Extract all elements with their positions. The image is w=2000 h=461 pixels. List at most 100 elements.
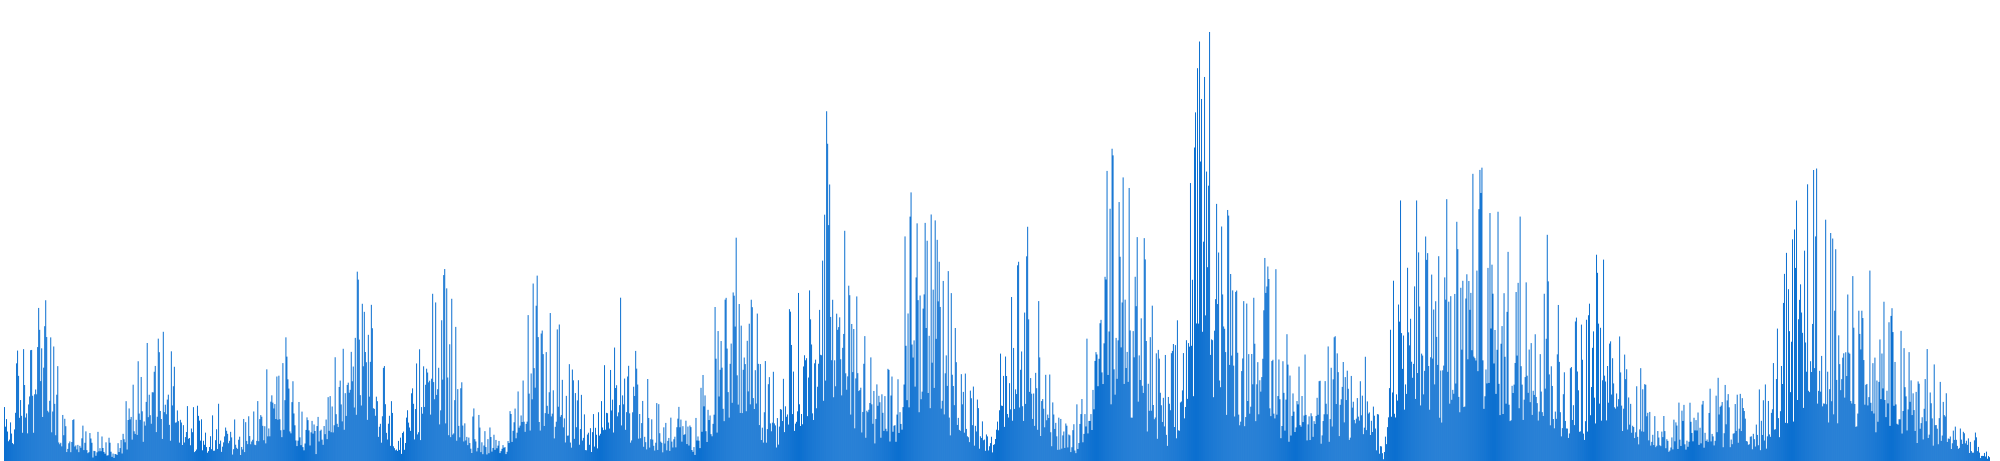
bar bbox=[300, 445, 302, 461]
bar bbox=[1940, 440, 1942, 461]
bar bbox=[1527, 392, 1529, 461]
bar bbox=[1754, 446, 1756, 461]
bar bbox=[1635, 432, 1637, 461]
bar bbox=[66, 452, 68, 461]
bar bbox=[327, 397, 329, 461]
bar bbox=[1748, 444, 1750, 461]
bar bbox=[1640, 368, 1642, 461]
bar bbox=[564, 442, 566, 461]
bar bbox=[1324, 381, 1326, 461]
bar bbox=[160, 419, 162, 461]
bar bbox=[1416, 200, 1418, 461]
bar bbox=[623, 404, 625, 461]
bar bbox=[1045, 374, 1047, 461]
bar bbox=[1259, 380, 1261, 461]
bar bbox=[746, 340, 748, 461]
bar bbox=[1531, 414, 1533, 461]
bar bbox=[1117, 340, 1119, 461]
bar bbox=[1282, 361, 1284, 461]
bar bbox=[1518, 408, 1520, 461]
bar bbox=[513, 422, 515, 461]
bar bbox=[947, 271, 949, 461]
bar bbox=[906, 400, 908, 461]
bar bbox=[1241, 371, 1243, 461]
bar bbox=[1612, 358, 1614, 461]
bar bbox=[1817, 403, 1819, 461]
bar bbox=[615, 388, 617, 461]
bar bbox=[1214, 330, 1216, 461]
bar bbox=[20, 400, 22, 461]
bar bbox=[1773, 429, 1775, 461]
bar bbox=[1492, 293, 1494, 461]
bar bbox=[545, 352, 547, 461]
bar bbox=[549, 313, 551, 461]
bar bbox=[392, 446, 394, 461]
bar bbox=[1253, 297, 1255, 461]
bar bbox=[1145, 340, 1147, 461]
bar bbox=[561, 379, 563, 461]
bar bbox=[1034, 425, 1036, 461]
bar bbox=[1877, 421, 1879, 461]
bar bbox=[425, 384, 427, 461]
bar bbox=[1092, 389, 1094, 461]
bar bbox=[1109, 208, 1111, 461]
bar bbox=[847, 376, 849, 461]
bar bbox=[866, 410, 868, 461]
bar bbox=[199, 440, 201, 461]
bar bbox=[1272, 359, 1274, 461]
bar bbox=[1262, 358, 1264, 461]
bar bbox=[1757, 445, 1759, 461]
bar bbox=[177, 421, 179, 461]
bar bbox=[1718, 414, 1720, 461]
bar bbox=[1177, 430, 1179, 461]
bar bbox=[1815, 236, 1817, 461]
bar bbox=[999, 410, 1001, 461]
bar bbox=[1105, 279, 1107, 461]
bar bbox=[1180, 401, 1182, 461]
bar bbox=[897, 379, 899, 461]
bar bbox=[109, 442, 111, 461]
bar bbox=[1682, 420, 1684, 461]
bar bbox=[801, 413, 803, 461]
bar bbox=[1522, 419, 1524, 461]
bar bbox=[1121, 302, 1123, 461]
bar bbox=[1310, 413, 1312, 461]
bar bbox=[1664, 431, 1666, 461]
bar bbox=[146, 342, 148, 461]
bar bbox=[8, 441, 10, 461]
bar bbox=[1422, 355, 1424, 461]
bar bbox=[1426, 259, 1428, 461]
bar bbox=[276, 376, 278, 461]
bar bbox=[1643, 431, 1645, 461]
bar bbox=[166, 399, 168, 461]
bar bbox=[557, 406, 559, 461]
bar bbox=[319, 430, 321, 461]
bar bbox=[849, 295, 851, 461]
bar bbox=[487, 439, 489, 461]
bar bbox=[501, 448, 503, 461]
bar bbox=[440, 410, 442, 461]
bar bbox=[1285, 399, 1287, 461]
bar bbox=[309, 445, 311, 461]
bar bbox=[1382, 459, 1384, 461]
bar bbox=[1691, 432, 1693, 461]
bar bbox=[828, 225, 830, 461]
bar bbox=[1284, 430, 1286, 461]
bar bbox=[527, 315, 529, 461]
bar bbox=[1093, 409, 1095, 461]
bar bbox=[1380, 446, 1382, 461]
bar bbox=[798, 292, 799, 461]
bar bbox=[24, 385, 26, 461]
bar bbox=[1727, 394, 1729, 461]
bar bbox=[1873, 413, 1875, 461]
bar bbox=[1555, 418, 1557, 461]
bar bbox=[1502, 414, 1504, 461]
bar bbox=[1469, 309, 1471, 461]
bar bbox=[1233, 365, 1235, 461]
bar bbox=[952, 386, 954, 461]
bar bbox=[445, 423, 447, 461]
bar bbox=[662, 452, 664, 461]
bar bbox=[329, 396, 331, 461]
bar bbox=[1614, 407, 1616, 461]
bar bbox=[107, 455, 109, 461]
